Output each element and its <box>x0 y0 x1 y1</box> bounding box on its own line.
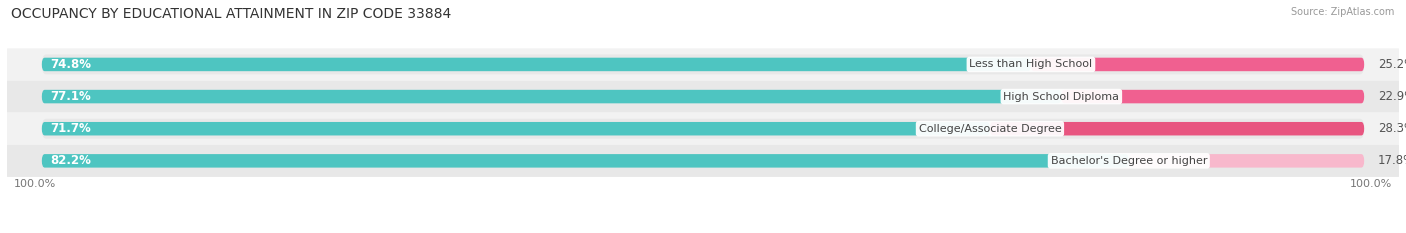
Text: 22.9%: 22.9% <box>1378 90 1406 103</box>
FancyBboxPatch shape <box>1129 154 1364 168</box>
Text: 25.2%: 25.2% <box>1378 58 1406 71</box>
FancyBboxPatch shape <box>42 119 1364 139</box>
Text: 82.2%: 82.2% <box>51 154 91 167</box>
FancyBboxPatch shape <box>42 154 1129 168</box>
FancyBboxPatch shape <box>7 113 1399 145</box>
FancyBboxPatch shape <box>42 87 1364 106</box>
Text: Bachelor's Degree or higher: Bachelor's Degree or higher <box>1050 156 1206 166</box>
Text: Less than High School: Less than High School <box>969 59 1092 69</box>
Text: 74.8%: 74.8% <box>51 58 91 71</box>
Text: 100.0%: 100.0% <box>1350 179 1392 189</box>
Text: 17.8%: 17.8% <box>1378 154 1406 167</box>
FancyBboxPatch shape <box>7 48 1399 81</box>
Text: 100.0%: 100.0% <box>14 179 56 189</box>
FancyBboxPatch shape <box>990 122 1364 135</box>
Text: High School Diploma: High School Diploma <box>1004 92 1119 102</box>
Text: Source: ZipAtlas.com: Source: ZipAtlas.com <box>1291 7 1395 17</box>
FancyBboxPatch shape <box>42 58 1031 71</box>
Text: College/Associate Degree: College/Associate Degree <box>918 124 1062 134</box>
FancyBboxPatch shape <box>42 122 990 135</box>
FancyBboxPatch shape <box>42 90 1062 103</box>
Text: OCCUPANCY BY EDUCATIONAL ATTAINMENT IN ZIP CODE 33884: OCCUPANCY BY EDUCATIONAL ATTAINMENT IN Z… <box>11 7 451 21</box>
Text: 28.3%: 28.3% <box>1378 122 1406 135</box>
FancyBboxPatch shape <box>7 81 1399 113</box>
FancyBboxPatch shape <box>1062 90 1364 103</box>
FancyBboxPatch shape <box>42 55 1364 74</box>
FancyBboxPatch shape <box>1031 58 1364 71</box>
Text: 71.7%: 71.7% <box>51 122 91 135</box>
FancyBboxPatch shape <box>42 151 1364 171</box>
FancyBboxPatch shape <box>7 145 1399 177</box>
Text: 77.1%: 77.1% <box>51 90 91 103</box>
Legend: Owner-occupied, Renter-occupied: Owner-occupied, Renter-occupied <box>581 230 825 233</box>
